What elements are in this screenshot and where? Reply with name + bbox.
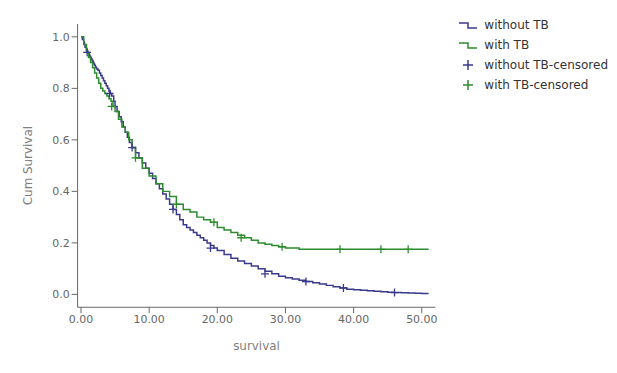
- html-text:without TB: without TB: [484, 18, 549, 32]
- svg-text:40.00: 40.00: [338, 313, 369, 326]
- svg-text:10.00: 10.00: [134, 313, 165, 326]
- svg-text:survival: survival: [233, 339, 280, 353]
- svg-text:0.4: 0.4: [52, 185, 69, 198]
- svg-text:0.00: 0.00: [69, 313, 93, 326]
- html-text:with TB: with TB: [484, 38, 530, 52]
- svg-text:0.8: 0.8: [52, 82, 69, 95]
- svg-text:0.0: 0.0: [52, 288, 69, 301]
- html-text:without TB-censored: without TB-censored: [484, 58, 608, 72]
- svg-text:50.00: 50.00: [406, 313, 437, 326]
- svg-text:30.00: 30.00: [270, 313, 301, 326]
- svg-text:0.6: 0.6: [52, 134, 69, 147]
- svg-text:0.2: 0.2: [52, 237, 69, 250]
- svg-text:1.0: 1.0: [52, 31, 69, 44]
- svg-text:20.00: 20.00: [202, 313, 233, 326]
- svg-text:Cum Survival: Cum Survival: [21, 126, 35, 205]
- html-text:with TB-censored: with TB-censored: [484, 78, 589, 92]
